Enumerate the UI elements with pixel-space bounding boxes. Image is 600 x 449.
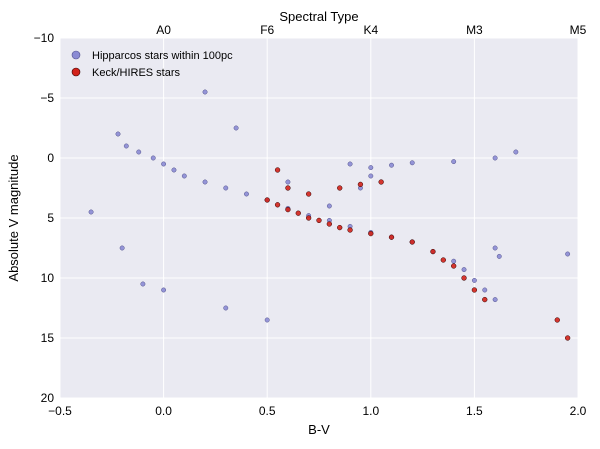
series-keck-points [264,167,571,341]
data-point [123,143,129,149]
tick-labels: −0.5 0.0 0.5 1.0 1.5 2.0 −10 −5 0 5 10 15 20 A0 F6 K4 M3… [34,23,587,418]
data-point [161,161,167,167]
data-point [471,287,478,293]
data-point [223,305,229,311]
spectral-type-label: K4 [363,23,378,37]
data-point [451,263,457,269]
top-axis-label: Spectral Type [279,9,358,24]
data-point [492,245,498,251]
spectral-type-label: A0 [156,23,171,37]
data-point [274,202,281,208]
x-axis-label: B-V [308,422,330,437]
data-point [347,161,353,167]
x-tick-label: 0.0 [155,404,172,418]
data-point [492,297,498,303]
spectral-type-label: M5 [570,23,587,37]
y-tick-label: 5 [47,211,54,225]
data-point [388,234,395,240]
y-tick-label: 20 [41,391,55,405]
spectral-type-label: F6 [260,23,274,37]
x-tick-label: 1.5 [466,404,483,418]
data-point [471,277,477,283]
data-point [357,181,364,188]
x-tick-label: 1.0 [362,404,379,418]
data-point [316,217,322,224]
legend-label-keck: Keck/HIRES stars [92,67,181,79]
data-point [181,173,187,179]
y-tick-label: 10 [41,271,55,285]
data-point [368,165,374,171]
data-point [565,251,571,257]
data-point [171,167,177,173]
data-point [440,257,446,263]
legend-label-hipparcos: Hipparcos stars within 100pc [92,50,233,62]
data-point [305,191,312,197]
data-point [285,206,291,213]
data-point [326,203,332,209]
data-point [337,185,343,191]
x-tick-label: −0.5 [48,404,72,418]
data-point [368,173,374,179]
data-point [264,197,270,203]
data-point [378,179,384,185]
data-point [564,335,571,341]
data-point [233,125,239,131]
data-point [496,253,502,259]
data-point [274,167,281,173]
data-point [368,230,374,237]
data-point [513,149,519,155]
data-point [202,179,208,185]
data-point [244,191,249,197]
data-point [337,224,343,231]
y-tick-label: 0 [47,151,54,165]
legend-marker-keck [71,67,81,77]
data-point [451,159,457,165]
data-point [285,185,291,191]
data-point [554,317,560,323]
data-point [88,209,94,215]
data-point [482,287,488,293]
data-point [409,160,415,166]
series-hipparcos-points [88,89,571,323]
x-tick-label: 2.0 [570,404,587,418]
legend: Hipparcos stars within 100pc Keck/HIRES … [71,50,233,79]
y-tick-label: −10 [34,31,55,45]
data-point [115,131,121,137]
data-point [202,89,208,95]
data-point [150,155,156,161]
data-point [451,258,457,264]
data-point [223,185,229,191]
data-point [461,275,467,281]
data-point [161,287,167,293]
legend-marker-hipparcos [71,50,81,60]
y-axis-label: Absolute V magnitude [6,154,21,281]
spectral-type-label: M3 [466,23,483,37]
y-tick-label: −5 [40,91,54,105]
data-point [389,162,394,168]
data-point [136,149,142,155]
data-point [430,248,436,255]
y-tick-label: 15 [41,331,55,345]
data-point [482,296,488,303]
x-tick-label: 0.5 [259,404,276,418]
data-point [492,155,498,161]
data-point [347,227,353,233]
data-point [409,239,415,245]
data-point [305,215,312,221]
data-point [119,245,125,251]
data-point [285,179,291,185]
data-point [264,317,270,323]
data-point [461,267,467,273]
data-point [295,210,301,216]
data-point [326,221,333,227]
data-point [140,281,146,287]
